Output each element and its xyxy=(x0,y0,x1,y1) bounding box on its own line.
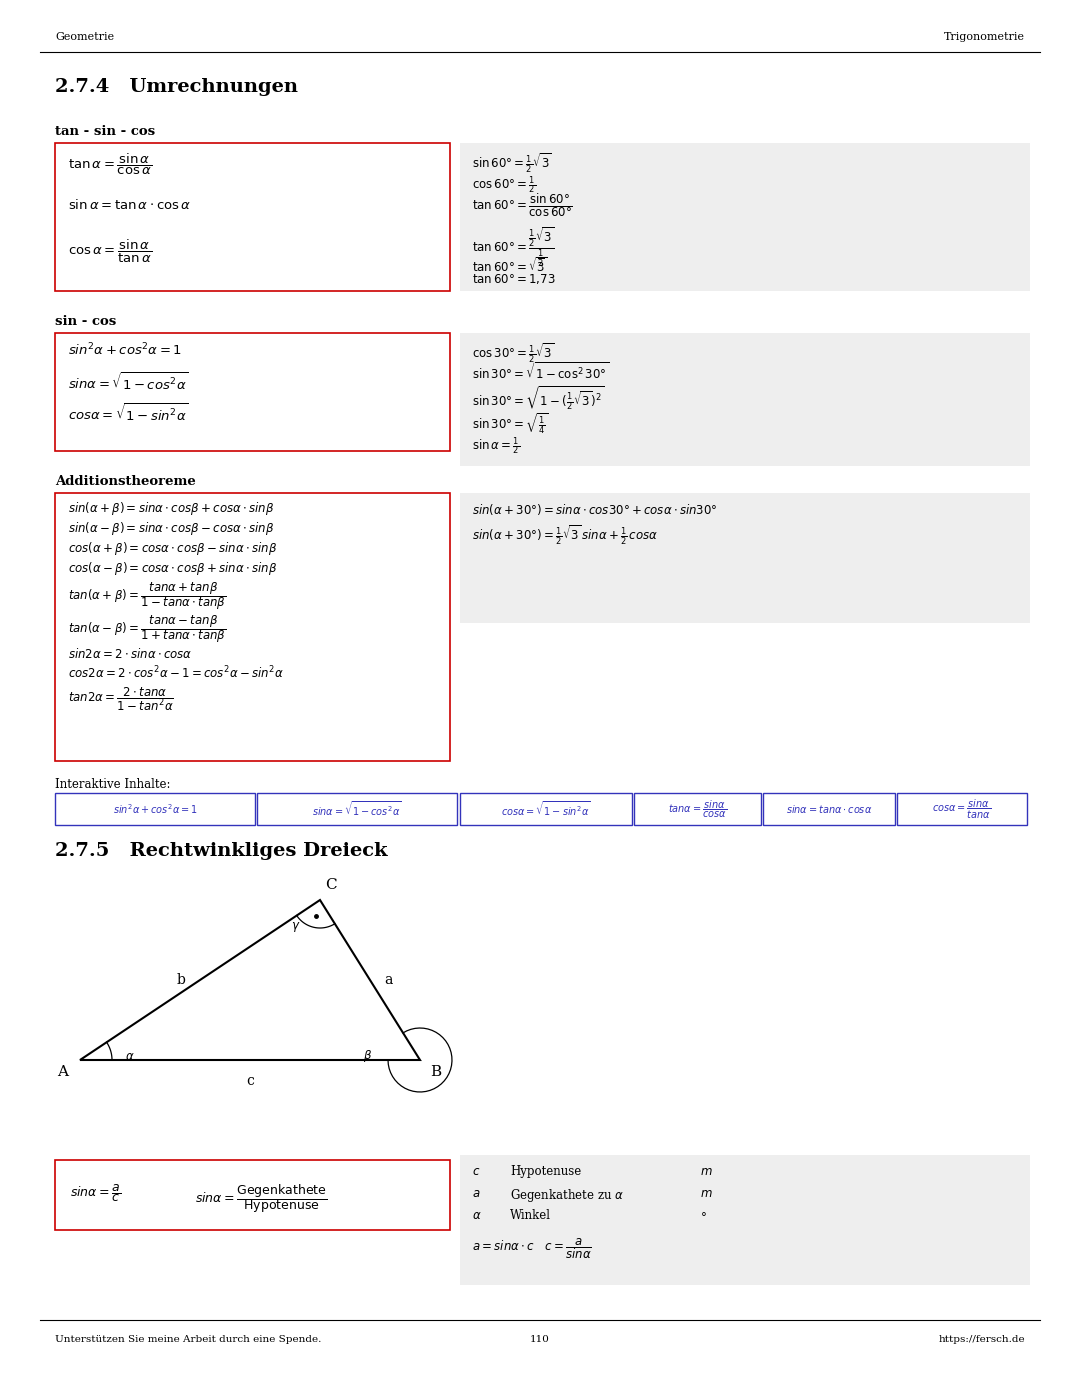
Text: $sin(\alpha + 30°) = sin\alpha \cdot cos30° + cos\alpha \cdot sin30°$: $sin(\alpha + 30°) = sin\alpha \cdot cos… xyxy=(472,502,718,517)
Text: $\sin 30° = \sqrt{1 - \cos^2 30°}$: $\sin 30° = \sqrt{1 - \cos^2 30°}$ xyxy=(472,362,609,383)
Text: $\sin\alpha = \tan\alpha \cdot \cos\alpha$: $\sin\alpha = \tan\alpha \cdot \cos\alph… xyxy=(68,198,191,212)
Text: A: A xyxy=(57,1065,68,1078)
Text: $\sin 30° = \sqrt{1 - (\frac{1}{2}\sqrt{3})^2}$: $\sin 30° = \sqrt{1 - (\frac{1}{2}\sqrt{… xyxy=(472,386,604,414)
FancyBboxPatch shape xyxy=(55,793,255,826)
Text: $sin^2\alpha + cos^2\alpha = 1$: $sin^2\alpha + cos^2\alpha = 1$ xyxy=(112,802,198,816)
Text: $\beta$: $\beta$ xyxy=(363,1048,372,1065)
Text: $a$: $a$ xyxy=(472,1187,481,1200)
Text: https://fersch.de: https://fersch.de xyxy=(939,1336,1025,1344)
Text: $\tan 60° = 1{,}73$: $\tan 60° = 1{,}73$ xyxy=(472,272,555,286)
Text: 2.7.4   Umrechnungen: 2.7.4 Umrechnungen xyxy=(55,78,298,96)
Text: $sin\alpha = \dfrac{\mathrm{Gegenkathete}}{\mathrm{Hypotenuse}}$: $sin\alpha = \dfrac{\mathrm{Gegenkathete… xyxy=(195,1182,327,1215)
Text: b: b xyxy=(176,972,185,988)
Text: $sin^2\alpha + cos^2\alpha = 1$: $sin^2\alpha + cos^2\alpha = 1$ xyxy=(68,342,183,359)
Text: 2.7.5   Rechtwinkliges Dreieck: 2.7.5 Rechtwinkliges Dreieck xyxy=(55,842,388,861)
Text: $\cos 60° = \frac{1}{2}$: $\cos 60° = \frac{1}{2}$ xyxy=(472,175,536,196)
Text: Hypotenuse: Hypotenuse xyxy=(510,1165,581,1178)
Text: $tan2\alpha = \dfrac{2 \cdot tan\alpha}{1 - tan^2\alpha}$: $tan2\alpha = \dfrac{2 \cdot tan\alpha}{… xyxy=(68,685,174,712)
Text: $\tan 60° = \sqrt{3}$: $\tan 60° = \sqrt{3}$ xyxy=(472,256,548,275)
Text: $\alpha$: $\alpha$ xyxy=(472,1208,482,1222)
Text: Additionstheoreme: Additionstheoreme xyxy=(55,475,195,488)
Text: $\alpha$: $\alpha$ xyxy=(125,1051,135,1063)
FancyBboxPatch shape xyxy=(897,793,1027,826)
Text: $sin\alpha = \dfrac{a}{c}$: $sin\alpha = \dfrac{a}{c}$ xyxy=(70,1182,121,1204)
Text: $sin2\alpha = 2 \cdot sin\alpha \cdot cos\alpha$: $sin2\alpha = 2 \cdot sin\alpha \cdot co… xyxy=(68,647,192,661)
Text: $sin\alpha = \sqrt{1 - cos^2\alpha}$: $sin\alpha = \sqrt{1 - cos^2\alpha}$ xyxy=(68,372,188,394)
Text: $m$: $m$ xyxy=(700,1165,713,1178)
FancyBboxPatch shape xyxy=(55,1160,450,1229)
Text: tan - sin - cos: tan - sin - cos xyxy=(55,124,156,138)
Text: $\tan 60° = \dfrac{\sin 60°}{\cos 60°}$: $\tan 60° = \dfrac{\sin 60°}{\cos 60°}$ xyxy=(472,191,572,219)
FancyBboxPatch shape xyxy=(634,793,761,826)
Text: Gegenkathete zu $\alpha$: Gegenkathete zu $\alpha$ xyxy=(510,1187,624,1204)
Text: Winkel: Winkel xyxy=(510,1208,551,1222)
Text: $\tan 60° = \dfrac{\frac{1}{2}\sqrt{3}}{\frac{1}{2}}$: $\tan 60° = \dfrac{\frac{1}{2}\sqrt{3}}{… xyxy=(472,226,554,270)
Text: Geometrie: Geometrie xyxy=(55,32,114,42)
Text: $°$: $°$ xyxy=(700,1208,706,1222)
Text: $cos\alpha = \sqrt{1 - sin^2\alpha}$: $cos\alpha = \sqrt{1 - sin^2\alpha}$ xyxy=(68,402,188,425)
Text: $cos(\alpha + \beta) = cos\alpha \cdot cos\beta - sin\alpha \cdot sin\beta$: $cos(\alpha + \beta) = cos\alpha \cdot c… xyxy=(68,541,278,557)
Text: $cos2\alpha = 2 \cdot cos^2\alpha - 1 = cos^2\alpha - sin^2\alpha$: $cos2\alpha = 2 \cdot cos^2\alpha - 1 = … xyxy=(68,665,284,682)
FancyBboxPatch shape xyxy=(460,142,1030,291)
Text: $tan(\alpha - \beta) = \dfrac{tan\alpha - tan\beta}{1 + tan\alpha \cdot tan\beta: $tan(\alpha - \beta) = \dfrac{tan\alpha … xyxy=(68,613,227,644)
Text: $\gamma$: $\gamma$ xyxy=(291,921,300,935)
Text: $\sin 60° = \frac{1}{2}\sqrt{3}$: $\sin 60° = \frac{1}{2}\sqrt{3}$ xyxy=(472,152,552,175)
Text: $m$: $m$ xyxy=(700,1187,713,1200)
FancyBboxPatch shape xyxy=(460,332,1030,467)
Text: $sin(\alpha + 30°) = \frac{1}{2}\sqrt{3}\,sin\alpha + \frac{1}{2}\,cos\alpha$: $sin(\alpha + 30°) = \frac{1}{2}\sqrt{3}… xyxy=(472,524,659,548)
FancyBboxPatch shape xyxy=(257,793,457,826)
Text: $c$: $c$ xyxy=(472,1165,481,1178)
Text: Unterstützen Sie meine Arbeit durch eine Spende.: Unterstützen Sie meine Arbeit durch eine… xyxy=(55,1336,322,1344)
FancyBboxPatch shape xyxy=(762,793,895,826)
FancyBboxPatch shape xyxy=(55,142,450,291)
Text: $sin\alpha = \sqrt{1-cos^2\alpha}$: $sin\alpha = \sqrt{1-cos^2\alpha}$ xyxy=(312,799,402,819)
Text: a: a xyxy=(384,972,392,988)
FancyBboxPatch shape xyxy=(460,1155,1030,1285)
FancyBboxPatch shape xyxy=(55,493,450,761)
Text: Trigonometrie: Trigonometrie xyxy=(944,32,1025,42)
Text: $tan\alpha = \dfrac{sin\alpha}{cos\alpha}$: $tan\alpha = \dfrac{sin\alpha}{cos\alpha… xyxy=(667,799,727,820)
Text: $sin(\alpha + \beta) = sin\alpha \cdot cos\beta + cos\alpha \cdot sin\beta$: $sin(\alpha + \beta) = sin\alpha \cdot c… xyxy=(68,500,274,517)
Text: $sin\alpha = tan\alpha \cdot cos\alpha$: $sin\alpha = tan\alpha \cdot cos\alpha$ xyxy=(786,803,873,814)
Text: sin - cos: sin - cos xyxy=(55,314,117,328)
Text: c: c xyxy=(246,1074,254,1088)
Text: C: C xyxy=(325,877,337,893)
Text: $a = sin\alpha \cdot c \quad c = \dfrac{a}{sin\alpha}$: $a = sin\alpha \cdot c \quad c = \dfrac{… xyxy=(472,1236,592,1260)
Text: $\cos 30° = \frac{1}{2}\sqrt{3}$: $\cos 30° = \frac{1}{2}\sqrt{3}$ xyxy=(472,342,555,365)
Text: $cos\alpha = \sqrt{1-sin^2\alpha}$: $cos\alpha = \sqrt{1-sin^2\alpha}$ xyxy=(501,799,591,819)
Text: $\sin\alpha = \frac{1}{2}$: $\sin\alpha = \frac{1}{2}$ xyxy=(472,434,521,457)
Text: $\sin 30° = \sqrt{\frac{1}{4}}$: $\sin 30° = \sqrt{\frac{1}{4}}$ xyxy=(472,412,549,436)
FancyBboxPatch shape xyxy=(55,332,450,451)
FancyBboxPatch shape xyxy=(460,793,632,826)
Text: Interaktive Inhalte:: Interaktive Inhalte: xyxy=(55,778,171,791)
Text: B: B xyxy=(430,1065,441,1078)
Text: $\tan\alpha = \dfrac{\sin\alpha}{\cos\alpha}$: $\tan\alpha = \dfrac{\sin\alpha}{\cos\al… xyxy=(68,152,152,177)
Text: $cos\alpha = \dfrac{sin\alpha}{tan\alpha}$: $cos\alpha = \dfrac{sin\alpha}{tan\alpha… xyxy=(932,798,991,820)
FancyBboxPatch shape xyxy=(460,493,1030,623)
Text: $cos(\alpha - \beta) = cos\alpha \cdot cos\beta + sin\alpha \cdot sin\beta$: $cos(\alpha - \beta) = cos\alpha \cdot c… xyxy=(68,560,278,577)
Text: $sin(\alpha - \beta) = sin\alpha \cdot cos\beta - cos\alpha \cdot sin\beta$: $sin(\alpha - \beta) = sin\alpha \cdot c… xyxy=(68,520,274,536)
Text: $tan(\alpha + \beta) = \dfrac{tan\alpha + tan\beta}{1 - tan\alpha \cdot tan\beta: $tan(\alpha + \beta) = \dfrac{tan\alpha … xyxy=(68,580,227,612)
Text: $\cos\alpha = \dfrac{\sin\alpha}{\tan\alpha}$: $\cos\alpha = \dfrac{\sin\alpha}{\tan\al… xyxy=(68,237,152,265)
Text: 110: 110 xyxy=(530,1336,550,1344)
